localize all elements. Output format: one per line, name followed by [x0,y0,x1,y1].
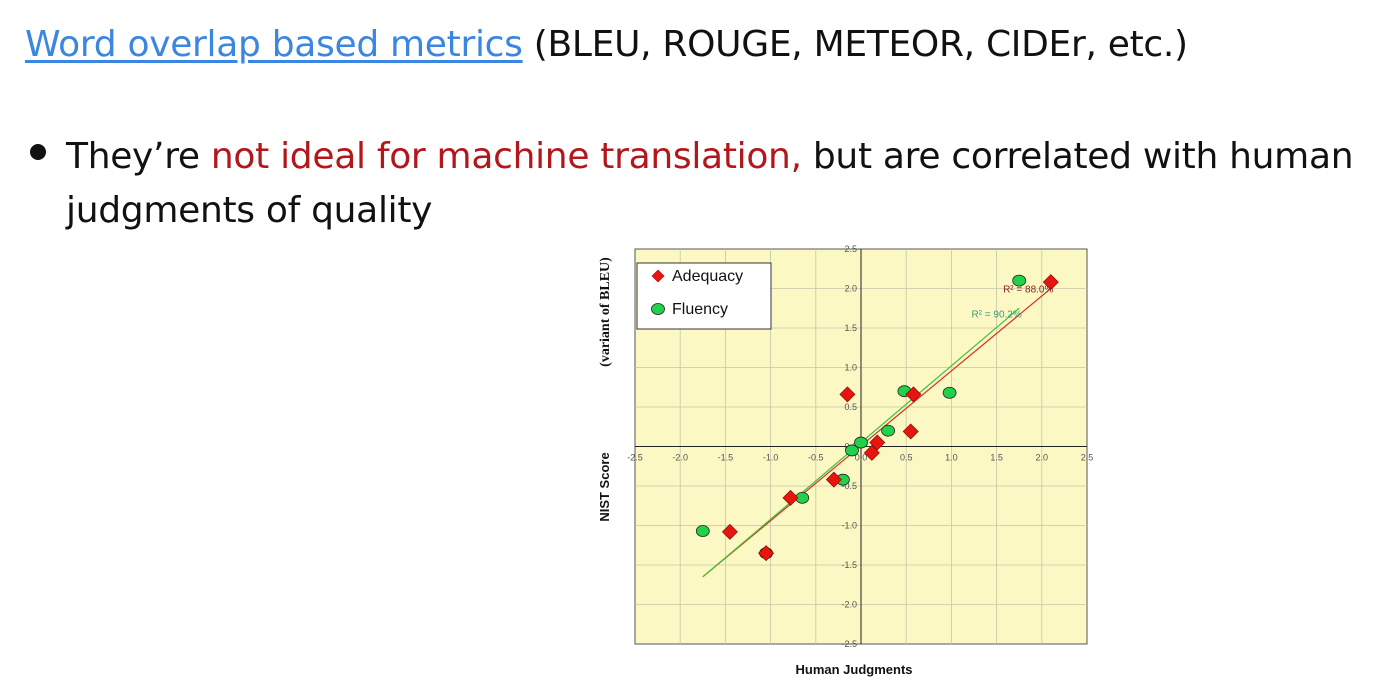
x-tick-label: 0.5 [900,453,913,463]
fluency-point [942,386,957,399]
y-tick-label: 2.5 [844,244,857,254]
adequacy-point [721,523,738,540]
legend-fluency-marker [651,303,665,315]
fluency-point [845,444,859,457]
bullet-dot-icon [30,144,46,160]
bullet-text-before: They’re [66,136,211,177]
y-axis-subtitle: (variant of BLEU) [598,257,613,367]
x-tick-label: -2.5 [627,453,643,463]
adequacy-point [839,386,856,403]
adequacy-point [758,545,775,562]
y-tick-label: 1.5 [844,323,857,333]
x-tick-label: 0.0 [855,453,868,463]
x-tick-label: 2.0 [1036,453,1049,463]
y-tick-label: -1.0 [841,521,857,531]
y-tick-label: 2.0 [844,284,857,294]
r2-label-adequacy: R² = 88.0% [1003,284,1053,295]
fluency-point [881,424,896,437]
adequacy-point [905,386,922,403]
x-tick-label: 2.5 [1081,453,1094,463]
legend: Adequacy Fluency [636,262,772,330]
fluency-point [695,525,710,537]
r2-labels: R² = 88.0% R² = 90.2% [971,284,1053,320]
x-tick-label: 1.5 [990,453,1003,463]
y-tick-label: -2.0 [841,600,857,610]
bullet-text-after: but are correlated with human judgments … [66,136,1354,231]
x-tick-label: 1.0 [945,453,958,463]
title-rest: (BLEU, ROUGE, METEOR, CIDEr, etc.) [522,24,1188,65]
x-tick-label: -1.5 [718,453,734,463]
fluency-point [1012,274,1027,287]
y-tick-label: 1.0 [844,363,857,373]
y-tick-label: -1.5 [841,560,857,570]
scatter-chart: -2.5 -2.0 -1.5 -1.0 -0.5 0.0 0.5 1.0 1.5 2.0 2.5 -2… [597,244,1093,677]
adequacy-point [1042,274,1059,291]
adequacy-point [863,444,880,461]
slide-title: Word overlap based metrics (BLEU, ROUGE,… [25,24,1188,65]
adequacy-point [782,489,799,506]
bullet-text: They’re not ideal for machine translatio… [66,130,1356,238]
x-tick-label: -1.0 [763,453,779,463]
legend-adequacy-label: Adequacy [672,268,743,285]
data-points [695,274,1059,562]
y-axis-title: NIST Score [597,452,612,521]
x-tick-label: -0.5 [808,453,824,463]
title-link[interactable]: Word overlap based metrics [25,24,523,65]
y-tick-label: 0.5 [844,402,857,412]
y-tick-label: -0.5 [841,481,857,491]
bullet-text-highlight: not ideal for machine translation, [210,136,802,177]
trend-line-adequacy [702,288,1052,578]
tick-labels: -2.5 -2.0 -1.5 -1.0 -0.5 0.0 0.5 1.0 1.5 2.0 2.5 -2… [627,244,1093,649]
x-axis-title: Human Judgments [795,662,912,677]
legend-fluency-label: Fluency [672,301,728,318]
adequacy-point [825,471,842,488]
adequacy-point [869,434,886,451]
r2-label-fluency: R² = 90.2% [971,310,1021,321]
fluency-point [854,436,868,449]
x-tick-label: -2.0 [672,453,688,463]
y-tick-label: -2.5 [841,639,857,649]
legend-adequacy-marker [651,269,665,283]
adequacy-point [902,423,919,440]
